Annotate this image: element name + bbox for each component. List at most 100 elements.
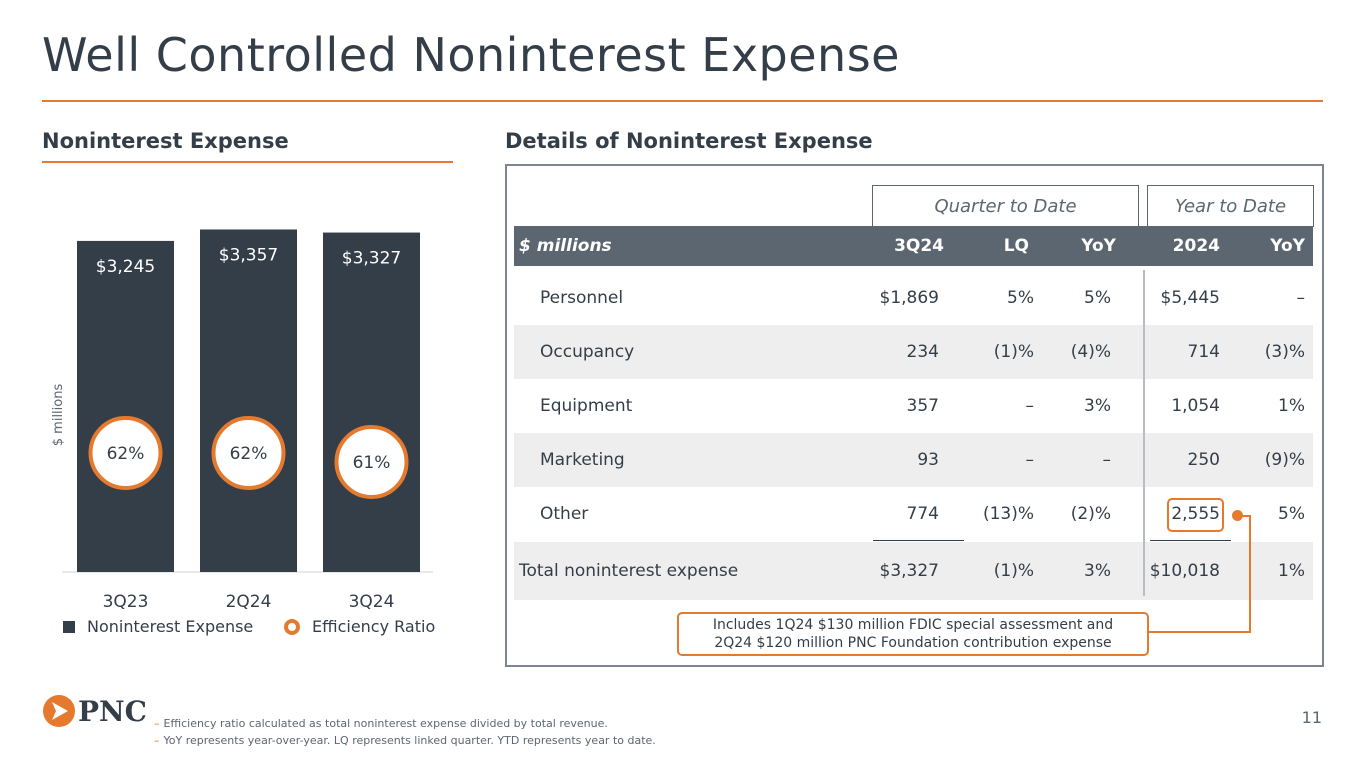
efficiency-ratio-label: 61% bbox=[353, 453, 391, 473]
cell-yoy: 3% bbox=[1084, 396, 1111, 416]
table-row: Occupancy 234 (1)% (4)% 714 (3)% bbox=[514, 325, 1313, 379]
legend-label-efficiency: Efficiency Ratio bbox=[312, 617, 436, 636]
bar-value-label: $3,357 bbox=[219, 245, 278, 265]
header-2024: 2024 bbox=[1172, 236, 1220, 256]
footnote-marker: – bbox=[154, 717, 160, 730]
legend-label-expense: Noninterest Expense bbox=[87, 617, 254, 636]
noninterest-expense-chart: $ millions $3,245 62% 3Q23 $3,357 62% 2Q24 $3,3… bbox=[51, 229, 433, 612]
callout-note: Includes 1Q24 $130 million FDIC special … bbox=[677, 612, 1149, 656]
subtotal-rule-2024 bbox=[1150, 540, 1231, 541]
x-tick-label: 3Q23 bbox=[103, 592, 149, 612]
table-row: Equipment 357 – 3% 1,054 1% bbox=[514, 379, 1313, 433]
table-total-row: Total noninterest expense $3,327 (1)% 3%… bbox=[514, 542, 1313, 600]
cell-3q24: 93 bbox=[917, 450, 939, 470]
row-label: Equipment bbox=[540, 396, 633, 416]
cell-ytd-yoy: (9)% bbox=[1264, 450, 1305, 470]
footnote: – YoY represents year-over-year. LQ repre… bbox=[154, 734, 656, 747]
row-label: Other bbox=[540, 504, 589, 524]
table-row: Other 774 (13)% (2)% 2,555 5% bbox=[514, 487, 1313, 541]
table-header-row: $ millions 3Q24 LQ YoY 2024 YoY bbox=[514, 226, 1313, 266]
table-row: Marketing 93 – – 250 (9)% bbox=[514, 433, 1313, 487]
page-title: Well Controlled Noninterest Expense bbox=[42, 28, 900, 82]
legend-item-efficiency: Efficiency Ratio bbox=[284, 617, 435, 636]
chart-heading: Noninterest Expense bbox=[42, 129, 289, 153]
row-label: Occupancy bbox=[540, 342, 635, 362]
bar-2q24 bbox=[200, 229, 297, 572]
footnote-text: YoY represents year-over-year. LQ repres… bbox=[163, 734, 656, 747]
callout-connector-line bbox=[1249, 515, 1251, 633]
group-header-qtd: Quarter to Date bbox=[872, 185, 1139, 227]
efficiency-ratio-marker bbox=[88, 416, 163, 490]
row-label: Personnel bbox=[540, 288, 624, 308]
total-3q24: $3,327 bbox=[879, 561, 939, 581]
subtotal-rule-3q24 bbox=[873, 540, 964, 541]
bar-value-label: $3,327 bbox=[342, 249, 401, 269]
title-divider bbox=[42, 100, 1323, 102]
callout-line-1: Includes 1Q24 $130 million FDIC special … bbox=[712, 617, 1114, 633]
header-yoy: YoY bbox=[1081, 236, 1116, 256]
group-header-ytd: Year to Date bbox=[1147, 185, 1314, 227]
bar-3q24 bbox=[323, 232, 420, 572]
other-ytd-highlight bbox=[1167, 498, 1224, 532]
cell-lq: (13)% bbox=[982, 504, 1034, 524]
details-panel bbox=[505, 164, 1324, 667]
cell-ytd-yoy: 1% bbox=[1278, 396, 1305, 416]
legend-swatch-circle bbox=[284, 618, 300, 635]
x-tick-label: 3Q24 bbox=[349, 592, 395, 612]
pnc-logo-icon bbox=[43, 695, 75, 727]
cell-3q24: 234 bbox=[906, 342, 939, 362]
cell-3q24: 774 bbox=[906, 504, 939, 524]
x-tick-label: 2Q24 bbox=[226, 592, 272, 612]
callout-connector-line bbox=[1148, 631, 1251, 633]
total-ytd-yoy: 1% bbox=[1278, 561, 1305, 581]
legend-swatch-bar bbox=[63, 620, 75, 633]
total-lq: (1)% bbox=[993, 561, 1034, 581]
cell-2024: 714 bbox=[1187, 342, 1220, 362]
cell-lq: – bbox=[1025, 450, 1035, 470]
bar-3q23 bbox=[77, 240, 174, 572]
callout-connector-dot bbox=[1232, 510, 1243, 521]
cell-2024: 2,555 bbox=[1171, 504, 1220, 524]
pnc-logo-text: PNC bbox=[78, 695, 147, 728]
cell-3q24: 357 bbox=[906, 396, 939, 416]
efficiency-ratio-label: 62% bbox=[230, 444, 268, 464]
cell-ytd-yoy: (3)% bbox=[1264, 342, 1305, 362]
efficiency-ratio-marker bbox=[211, 416, 286, 490]
table-heading: Details of Noninterest Expense bbox=[505, 129, 873, 153]
cell-yoy: 5% bbox=[1084, 288, 1111, 308]
chart-heading-divider bbox=[42, 161, 453, 163]
cell-ytd-yoy: – bbox=[1296, 288, 1306, 308]
legend-item-expense: Noninterest Expense bbox=[63, 617, 253, 636]
cell-3q24: $1,869 bbox=[879, 288, 939, 308]
callout-line-2: 2Q24 $120 million PNC Foundation contrib… bbox=[714, 635, 1112, 651]
cell-2024: 1,054 bbox=[1171, 396, 1220, 416]
cell-yoy: – bbox=[1102, 450, 1112, 470]
qtd-ytd-separator bbox=[1143, 270, 1145, 596]
header-lq: LQ bbox=[1003, 236, 1029, 256]
total-label: Total noninterest expense bbox=[519, 561, 739, 581]
cell-lq: 5% bbox=[1007, 288, 1034, 308]
cell-lq: – bbox=[1025, 396, 1035, 416]
row-label: Marketing bbox=[540, 450, 625, 470]
cell-2024: 250 bbox=[1187, 450, 1220, 470]
footnote-marker: – bbox=[154, 734, 160, 747]
cell-ytd-yoy: 5% bbox=[1278, 504, 1305, 524]
efficiency-ratio-label: 62% bbox=[107, 444, 145, 464]
footnote-text: Efficiency ratio calculated as total non… bbox=[163, 717, 608, 730]
table-row: Personnel $1,869 5% 5% $5,445 – bbox=[514, 271, 1313, 325]
total-yoy: 3% bbox=[1084, 561, 1111, 581]
cell-yoy: (2)% bbox=[1070, 504, 1111, 524]
cell-lq: (1)% bbox=[993, 342, 1034, 362]
header-units: $ millions bbox=[519, 236, 612, 256]
total-2024: $10,018 bbox=[1149, 561, 1220, 581]
page-number: 11 bbox=[1301, 708, 1322, 727]
header-ytd-yoy: YoY bbox=[1270, 236, 1305, 256]
header-3q24: 3Q24 bbox=[894, 236, 944, 256]
cell-yoy: (4)% bbox=[1070, 342, 1111, 362]
callout-connector-line bbox=[1238, 515, 1251, 517]
y-axis-label: $ millions bbox=[51, 384, 66, 447]
bar-value-label: $3,245 bbox=[96, 257, 155, 277]
cell-2024: $5,445 bbox=[1160, 288, 1220, 308]
footnote: – Efficiency ratio calculated as total no… bbox=[154, 717, 608, 730]
efficiency-ratio-marker bbox=[334, 425, 409, 499]
